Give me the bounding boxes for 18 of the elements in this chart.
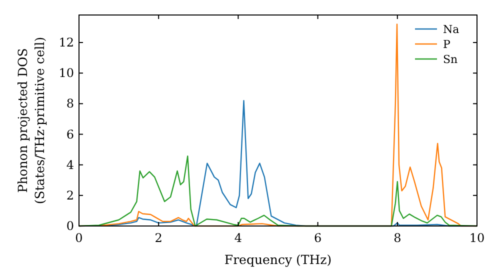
x-tick-label: 10 — [469, 231, 485, 245]
y-tick-label: 4 — [66, 158, 74, 172]
x-tick-label: 0 — [75, 231, 83, 245]
y-tick-label: 10 — [58, 66, 74, 80]
y-tick-label: 6 — [66, 127, 74, 142]
y-tick-label: 12 — [58, 36, 74, 50]
legend-label: Na — [443, 23, 460, 36]
y-tick-label: 0 — [66, 219, 74, 233]
legend-label: Sn — [443, 53, 458, 66]
x-axis-title: Frequency (THz) — [224, 252, 332, 267]
legend-label: P — [443, 38, 451, 51]
y-tick-label: 2 — [66, 188, 74, 202]
x-tick-label: 6 — [314, 231, 322, 245]
x-tick-label: 8 — [394, 231, 402, 245]
x-tick-label: 2 — [154, 231, 162, 245]
x-tick-label: 4 — [234, 231, 242, 245]
y-axis-title: Phonon projected DOS (States/THz·primitive cell) — [15, 36, 47, 204]
y-tick-label: 8 — [66, 96, 74, 111]
